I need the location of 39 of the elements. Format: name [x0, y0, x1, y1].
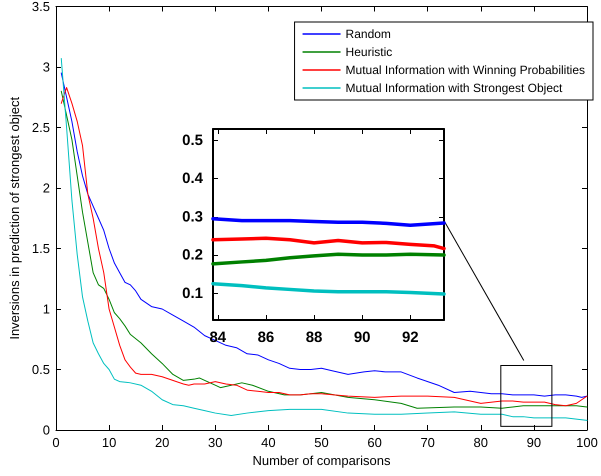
- x-tick-label: 40: [261, 435, 276, 450]
- x-tick-label: 88: [306, 329, 322, 346]
- y-tick-label: 1.5: [32, 241, 50, 256]
- x-tick-label: 20: [154, 435, 170, 450]
- y-tick-label: 2.5: [32, 120, 50, 135]
- x-tick-label: 100: [576, 435, 598, 450]
- x-tick-label: 50: [314, 435, 329, 450]
- y-tick-label: 3.5: [32, 0, 50, 14]
- legend-label: Mutual Information with Strongest Object: [346, 81, 563, 95]
- x-tick-label: 90: [354, 329, 371, 346]
- y-tick-label: 3: [42, 60, 50, 74]
- x-tick-label: 30: [208, 435, 223, 450]
- x-tick-label: 10: [102, 435, 116, 450]
- x-tick-label: 80: [474, 435, 488, 450]
- x-axis-title: Number of comparisons: [252, 453, 391, 468]
- legend-label: Random: [346, 27, 391, 41]
- y-tick-label: 2: [42, 180, 50, 196]
- x-tick-label: 86: [258, 329, 274, 346]
- line-series: [211, 282, 446, 296]
- y-tick-label: 0.1: [182, 284, 203, 302]
- x-tick-label: 60: [367, 435, 382, 450]
- y-axis-title: Inversions in prediction of strongest object: [7, 96, 22, 340]
- x-tick-label: 84: [209, 329, 227, 346]
- y-tick-label: 1: [42, 302, 50, 316]
- y-tick-label: 0.4: [182, 170, 204, 188]
- y-tick-label: 0.5: [182, 132, 203, 149]
- line-series: [211, 252, 446, 266]
- legend-label: Heuristic: [346, 45, 392, 59]
- x-tick-label: 70: [420, 435, 435, 450]
- y-tick-label: 0: [42, 422, 50, 438]
- y-tick-label: 0.5: [32, 362, 50, 377]
- line-series: [211, 217, 446, 228]
- line-series: [211, 236, 446, 250]
- x-tick-label: 90: [526, 435, 542, 450]
- legend-label: Mutual Information with Winning Probabilities: [346, 63, 586, 77]
- y-tick-label: 0.2: [182, 246, 203, 264]
- y-tick-label: 0.3: [182, 208, 203, 226]
- x-tick-label: 92: [402, 329, 419, 346]
- x-tick-label: 0: [52, 435, 60, 450]
